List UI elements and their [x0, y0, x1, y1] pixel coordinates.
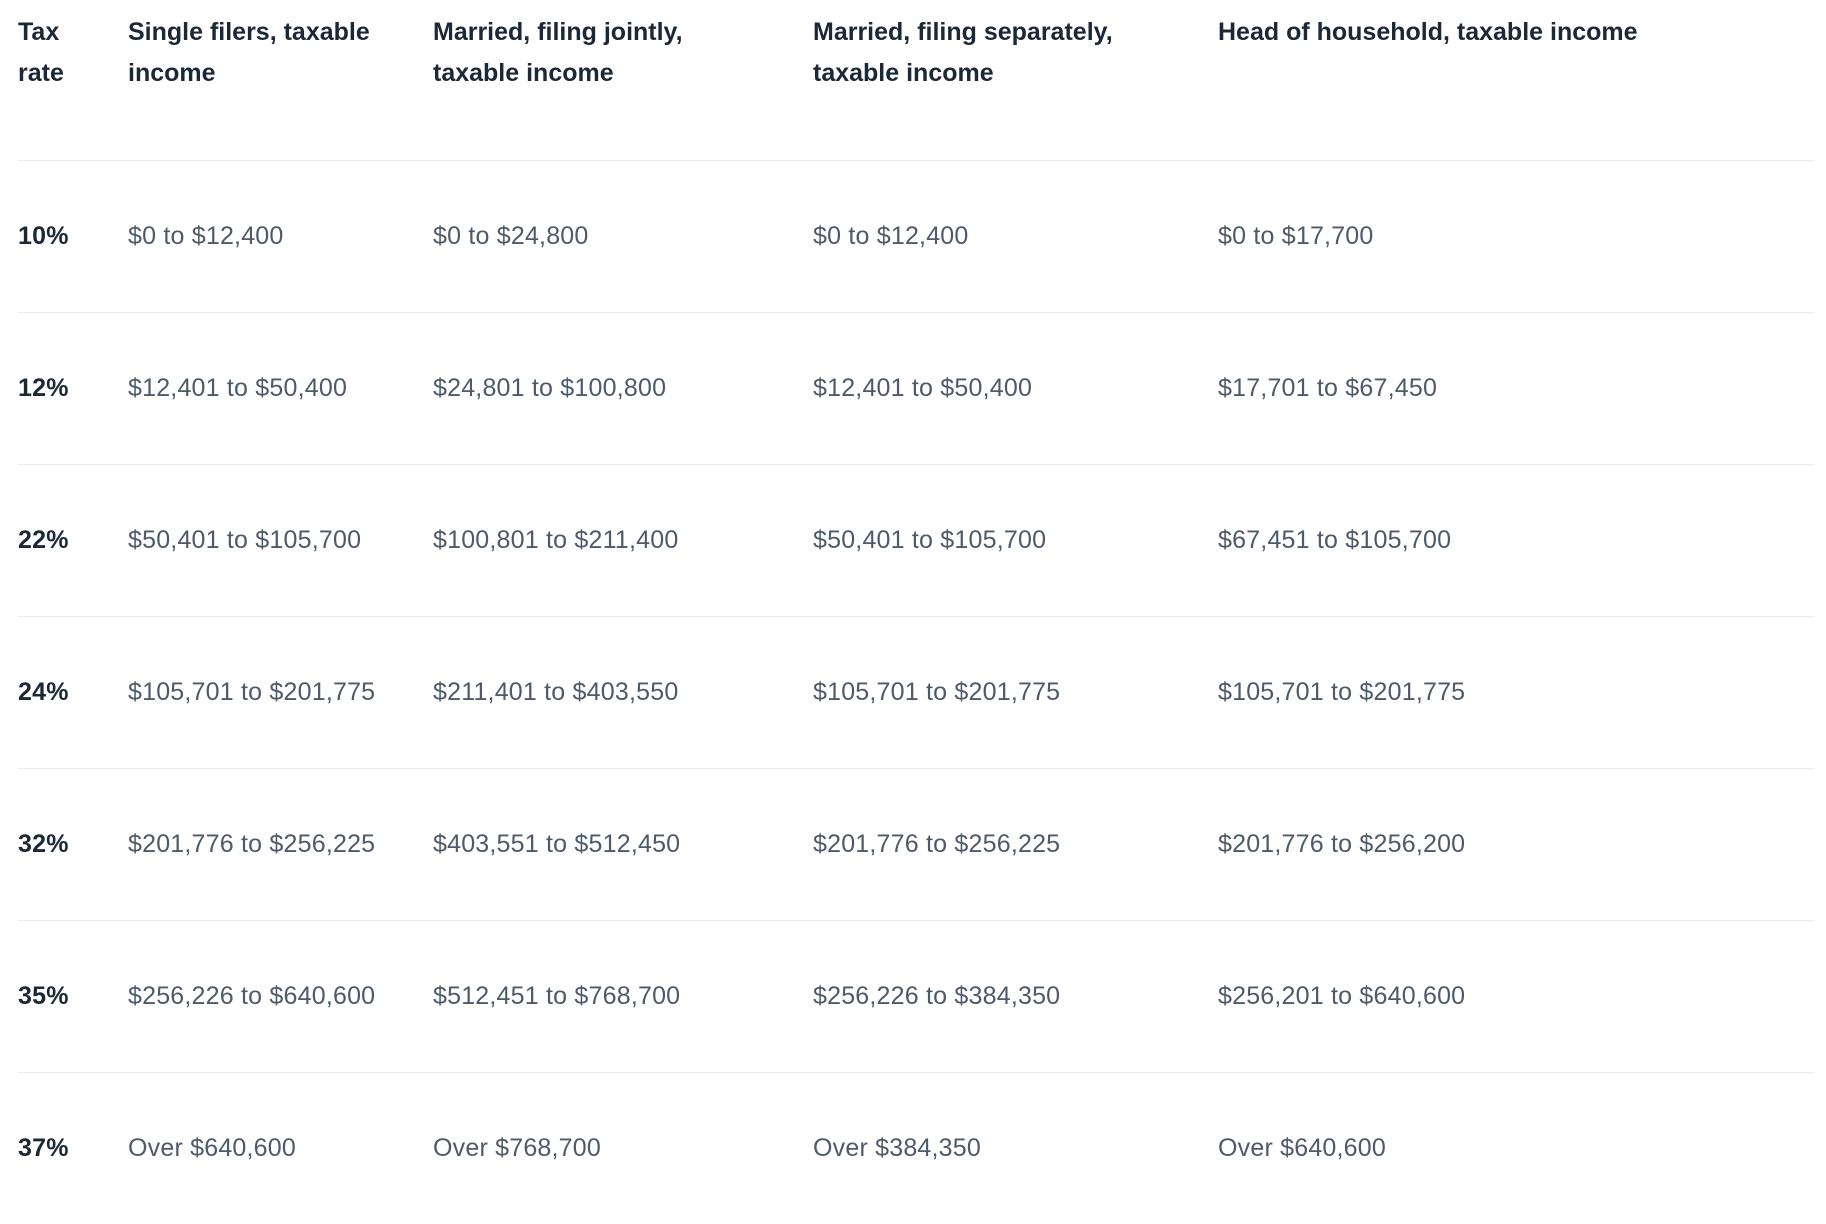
head-of-household-cell: $201,776 to $256,200: [1218, 767, 1815, 920]
married-jointly-cell: $512,451 to $768,700: [433, 919, 813, 1072]
table-row: 37% Over $640,600 Over $768,700 Over $38…: [18, 1071, 1815, 1224]
married-separately-cell: $12,401 to $50,400: [813, 311, 1218, 464]
married-jointly-cell: Over $768,700: [433, 1071, 813, 1224]
head-of-household-cell: $256,201 to $640,600: [1218, 919, 1815, 1072]
single-filers-cell: $50,401 to $105,700: [128, 463, 433, 616]
tax-brackets-table: Tax rate Single filers, taxable income M…: [18, 0, 1815, 1224]
married-separately-cell: Over $384,350: [813, 1071, 1218, 1224]
single-filers-cell: $105,701 to $201,775: [128, 615, 433, 768]
column-header-married-separately: Married, filing separately, taxable inco…: [813, 18, 1113, 87]
table-row: 22% $50,401 to $105,700 $100,801 to $211…: [18, 463, 1815, 616]
table-row: 10% $0 to $12,400 $0 to $24,800 $0 to $1…: [18, 159, 1815, 312]
married-jointly-cell: $403,551 to $512,450: [433, 767, 813, 920]
tax-rate-cell: 12%: [18, 311, 128, 464]
single-filers-cell: $12,401 to $50,400: [128, 311, 433, 464]
tax-rate-cell: 35%: [18, 919, 128, 1072]
table-row: 35% $256,226 to $640,600 $512,451 to $76…: [18, 919, 1815, 1072]
head-of-household-cell: $0 to $17,700: [1218, 159, 1815, 312]
single-filers-cell: $201,776 to $256,225: [128, 767, 433, 920]
married-separately-cell: $256,226 to $384,350: [813, 919, 1218, 1072]
head-of-household-cell: $105,701 to $201,775: [1218, 615, 1815, 768]
table-row: 12% $12,401 to $50,400 $24,801 to $100,8…: [18, 311, 1815, 464]
tax-rate-cell: 37%: [18, 1071, 128, 1224]
tax-rate-cell: 32%: [18, 767, 128, 920]
head-of-household-cell: $17,701 to $67,450: [1218, 311, 1815, 464]
married-jointly-cell: $24,801 to $100,800: [433, 311, 813, 464]
table-row: 32% $201,776 to $256,225 $403,551 to $51…: [18, 767, 1815, 920]
tax-rate-cell: 10%: [18, 159, 128, 312]
table-body: 10% $0 to $12,400 $0 to $24,800 $0 to $1…: [18, 159, 1815, 1224]
tax-rate-cell: 24%: [18, 615, 128, 768]
single-filers-cell: $0 to $12,400: [128, 159, 433, 312]
married-jointly-cell: $0 to $24,800: [433, 159, 813, 312]
table-row: 24% $105,701 to $201,775 $211,401 to $40…: [18, 615, 1815, 768]
column-header-married-jointly: Married, filing jointly, taxable income: [433, 18, 683, 87]
married-separately-cell: $50,401 to $105,700: [813, 463, 1218, 616]
column-header-head-of-household: Head of household, taxable income: [1218, 18, 1638, 46]
married-separately-cell: $0 to $12,400: [813, 159, 1218, 312]
column-header-tax-rate: Tax rate: [18, 18, 64, 87]
column-header-single-filers: Single filers, taxable income: [128, 18, 370, 87]
married-separately-cell: $201,776 to $256,225: [813, 767, 1218, 920]
single-filers-cell: Over $640,600: [128, 1071, 433, 1224]
single-filers-cell: $256,226 to $640,600: [128, 919, 433, 1072]
head-of-household-cell: Over $640,600: [1218, 1071, 1815, 1224]
header-row: Tax rate Single filers, taxable income M…: [18, 0, 1815, 160]
table-header: Tax rate Single filers, taxable income M…: [18, 0, 1815, 160]
head-of-household-cell: $67,451 to $105,700: [1218, 463, 1815, 616]
tax-rate-cell: 22%: [18, 463, 128, 616]
married-jointly-cell: $211,401 to $403,550: [433, 615, 813, 768]
married-separately-cell: $105,701 to $201,775: [813, 615, 1218, 768]
married-jointly-cell: $100,801 to $211,400: [433, 463, 813, 616]
